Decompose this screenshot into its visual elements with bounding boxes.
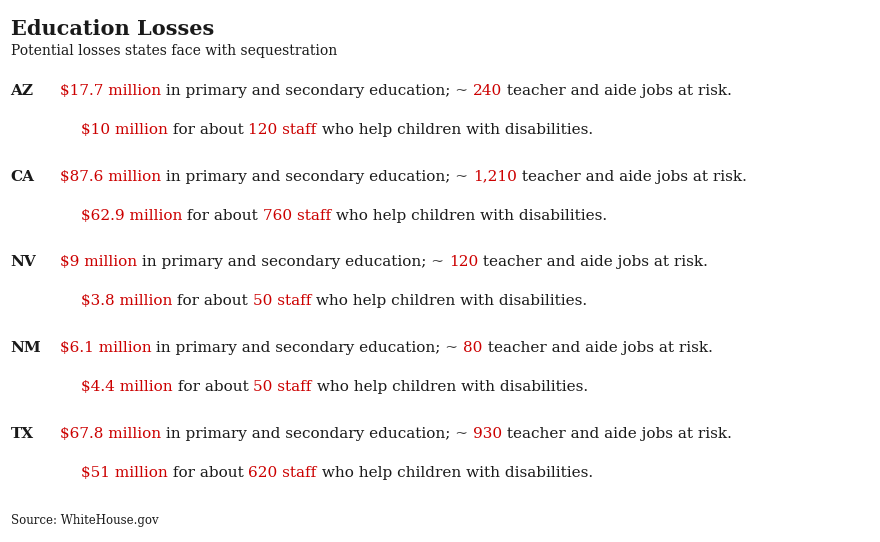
Text: teacher and aide jobs at risk.: teacher and aide jobs at risk. [517,170,746,184]
Text: in primary and secondary education; ~: in primary and secondary education; ~ [151,341,464,355]
Text: $67.8 million: $67.8 million [60,427,161,441]
Text: in primary and secondary education; ~: in primary and secondary education; ~ [161,427,473,441]
Text: 120 staff: 120 staff [248,123,317,137]
Text: 120: 120 [449,255,478,269]
Text: $9 million: $9 million [60,255,137,269]
Text: who help children with disabilities.: who help children with disabilities. [312,380,588,394]
Text: Potential losses states face with sequestration: Potential losses states face with seques… [11,44,337,59]
Text: AZ: AZ [11,84,33,98]
Text: TX: TX [11,427,33,441]
Text: who help children with disabilities.: who help children with disabilities. [317,123,593,137]
Text: who help children with disabilities.: who help children with disabilities. [317,466,593,480]
Text: Source: WhiteHouse.gov: Source: WhiteHouse.gov [11,514,158,527]
Text: Education Losses: Education Losses [11,19,214,39]
Text: in primary and secondary education; ~: in primary and secondary education; ~ [137,255,449,269]
Text: 50 staff: 50 staff [253,380,312,394]
Text: NM: NM [11,341,41,355]
Text: for about: for about [172,380,253,394]
Text: for about: for about [182,209,263,223]
Text: in primary and secondary education; ~: in primary and secondary education; ~ [161,170,473,184]
Text: 1,210: 1,210 [473,170,517,184]
Text: 930: 930 [473,427,502,441]
Text: for about: for about [168,123,248,137]
Text: teacher and aide jobs at risk.: teacher and aide jobs at risk. [502,427,732,441]
Text: who help children with disabilities.: who help children with disabilities. [312,294,588,308]
Text: $4.4 million: $4.4 million [81,380,172,394]
Text: 80: 80 [464,341,483,355]
Text: teacher and aide jobs at risk.: teacher and aide jobs at risk. [478,255,708,269]
Text: $10 million: $10 million [81,123,168,137]
Text: $17.7 million: $17.7 million [60,84,161,98]
Text: teacher and aide jobs at risk.: teacher and aide jobs at risk. [483,341,713,355]
Text: 620 staff: 620 staff [248,466,317,480]
Text: $6.1 million: $6.1 million [60,341,151,355]
Text: for about: for about [168,466,248,480]
Text: 240: 240 [473,84,502,98]
Text: CA: CA [11,170,34,184]
Text: NV: NV [11,255,36,269]
Text: $62.9 million: $62.9 million [81,209,182,223]
Text: who help children with disabilities.: who help children with disabilities. [331,209,607,223]
Text: $51 million: $51 million [81,466,168,480]
Text: for about: for about [172,294,253,308]
Text: $3.8 million: $3.8 million [81,294,172,308]
Text: 50 staff: 50 staff [253,294,312,308]
Text: in primary and secondary education; ~: in primary and secondary education; ~ [161,84,473,98]
Text: teacher and aide jobs at risk.: teacher and aide jobs at risk. [502,84,732,98]
Text: 760 staff: 760 staff [263,209,331,223]
Text: $87.6 million: $87.6 million [60,170,161,184]
